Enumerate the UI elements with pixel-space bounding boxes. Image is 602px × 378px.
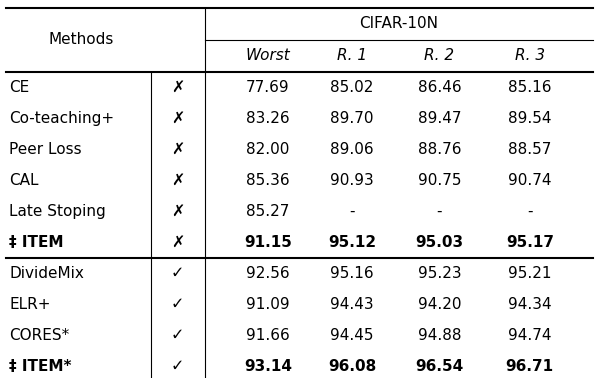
Text: 94.88: 94.88	[418, 328, 461, 343]
Text: 89.70: 89.70	[330, 111, 374, 126]
Text: R. 2: R. 2	[424, 48, 455, 63]
Text: CIFAR-10N: CIFAR-10N	[359, 16, 438, 31]
Text: 85.16: 85.16	[508, 80, 551, 95]
Text: CE: CE	[9, 80, 29, 95]
Text: -: -	[527, 204, 533, 219]
Text: 85.27: 85.27	[246, 204, 290, 219]
Text: 90.74: 90.74	[508, 173, 551, 188]
Text: ✗: ✗	[171, 173, 184, 188]
Text: ✗: ✗	[171, 235, 184, 250]
Text: -: -	[436, 204, 442, 219]
Text: ‡ ITEM: ‡ ITEM	[9, 235, 64, 250]
Text: 85.02: 85.02	[330, 80, 374, 95]
Text: 95.17: 95.17	[506, 235, 554, 250]
Text: CORES*: CORES*	[9, 328, 69, 343]
Text: 95.03: 95.03	[415, 235, 464, 250]
Text: 89.54: 89.54	[508, 111, 551, 126]
Text: ✓: ✓	[171, 266, 184, 281]
Text: -: -	[349, 204, 355, 219]
Text: 85.36: 85.36	[246, 173, 290, 188]
Text: CAL: CAL	[9, 173, 39, 188]
Text: 96.54: 96.54	[415, 359, 464, 374]
Text: ‡ ITEM*: ‡ ITEM*	[9, 359, 72, 374]
Text: 95.16: 95.16	[330, 266, 374, 281]
Text: 94.43: 94.43	[330, 297, 374, 312]
Text: 94.45: 94.45	[330, 328, 374, 343]
Text: Co-teaching+: Co-teaching+	[9, 111, 114, 126]
Text: 86.46: 86.46	[418, 80, 461, 95]
Text: ✓: ✓	[171, 359, 184, 374]
Text: ✓: ✓	[171, 328, 184, 343]
Text: 82.00: 82.00	[246, 142, 290, 157]
Text: 89.06: 89.06	[330, 142, 374, 157]
Text: 95.23: 95.23	[418, 266, 461, 281]
Text: ✗: ✗	[171, 80, 184, 95]
Text: 96.71: 96.71	[506, 359, 554, 374]
Text: ✗: ✗	[171, 142, 184, 157]
Text: 93.14: 93.14	[244, 359, 292, 374]
Text: ✗: ✗	[171, 204, 184, 219]
Text: 92.56: 92.56	[246, 266, 290, 281]
Text: 91.66: 91.66	[246, 328, 290, 343]
Text: 88.57: 88.57	[508, 142, 551, 157]
Text: 94.20: 94.20	[418, 297, 461, 312]
Text: 89.47: 89.47	[418, 111, 461, 126]
Text: Worst: Worst	[246, 48, 290, 63]
Text: 95.21: 95.21	[508, 266, 551, 281]
Text: 94.34: 94.34	[508, 297, 551, 312]
Text: Peer Loss: Peer Loss	[9, 142, 82, 157]
Text: ✗: ✗	[171, 111, 184, 126]
Text: R. 3: R. 3	[515, 48, 545, 63]
Text: 94.74: 94.74	[508, 328, 551, 343]
Text: DivideMix: DivideMix	[9, 266, 84, 281]
Text: 91.09: 91.09	[246, 297, 290, 312]
Text: Methods: Methods	[49, 32, 114, 47]
Text: R. 1: R. 1	[337, 48, 367, 63]
Text: ✓: ✓	[171, 297, 184, 312]
Text: 91.15: 91.15	[244, 235, 292, 250]
Text: 83.26: 83.26	[246, 111, 290, 126]
Text: 95.12: 95.12	[328, 235, 376, 250]
Text: 90.93: 90.93	[330, 173, 374, 188]
Text: ELR+: ELR+	[9, 297, 51, 312]
Text: 90.75: 90.75	[418, 173, 461, 188]
Text: 88.76: 88.76	[418, 142, 461, 157]
Text: Late Stoping: Late Stoping	[9, 204, 106, 219]
Text: 96.08: 96.08	[328, 359, 376, 374]
Text: 77.69: 77.69	[246, 80, 290, 95]
